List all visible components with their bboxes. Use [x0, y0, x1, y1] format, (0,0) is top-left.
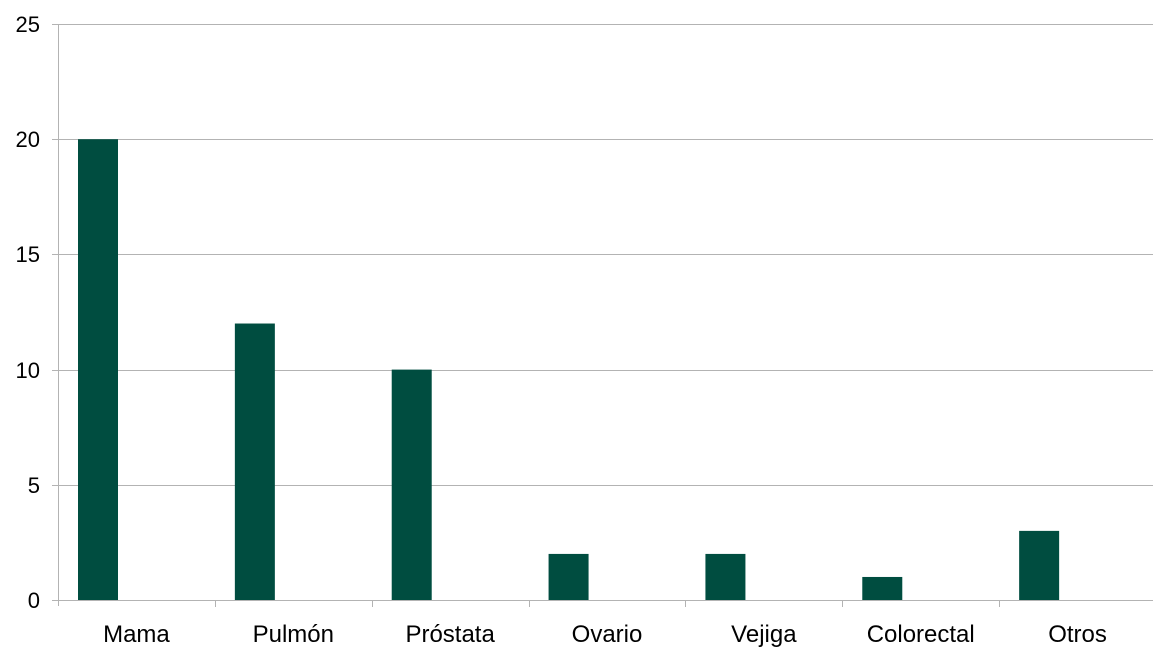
bar-Otros	[1019, 530, 1060, 600]
bar-Ovario	[548, 553, 589, 600]
y-tick-label: 10	[16, 358, 40, 383]
bar-Vejiga	[705, 553, 746, 600]
bar-Colorectal	[862, 576, 903, 600]
x-tick-label: Mama	[103, 621, 170, 648]
grid-lines	[52, 24, 1153, 601]
bar-Mama	[78, 139, 118, 600]
y-axis-tick-labels: 0 5 10 15 20 25	[16, 12, 40, 613]
x-tick-label: Colorectal	[867, 621, 975, 648]
y-tick-label: 20	[16, 127, 40, 152]
y-tick-label: 5	[28, 473, 40, 498]
bar-Próstata	[391, 369, 432, 600]
bar-Pulmón	[234, 323, 275, 600]
y-tick-label: 15	[16, 242, 40, 267]
axes	[58, 24, 1153, 607]
x-tick-label: Pulmón	[253, 621, 334, 648]
bars	[78, 139, 1060, 600]
x-tick-label: Vejiga	[731, 621, 797, 648]
x-tick-label: Próstata	[405, 621, 495, 648]
y-tick-label: 0	[28, 588, 40, 613]
y-tick-label: 25	[16, 12, 40, 37]
x-tick-label: Otros	[1048, 621, 1107, 648]
x-axis-tick-labels: Mama Pulmón Próstata Ovario Vejiga Colorectal…	[103, 621, 1107, 648]
x-tick-label: Ovario	[572, 621, 643, 648]
